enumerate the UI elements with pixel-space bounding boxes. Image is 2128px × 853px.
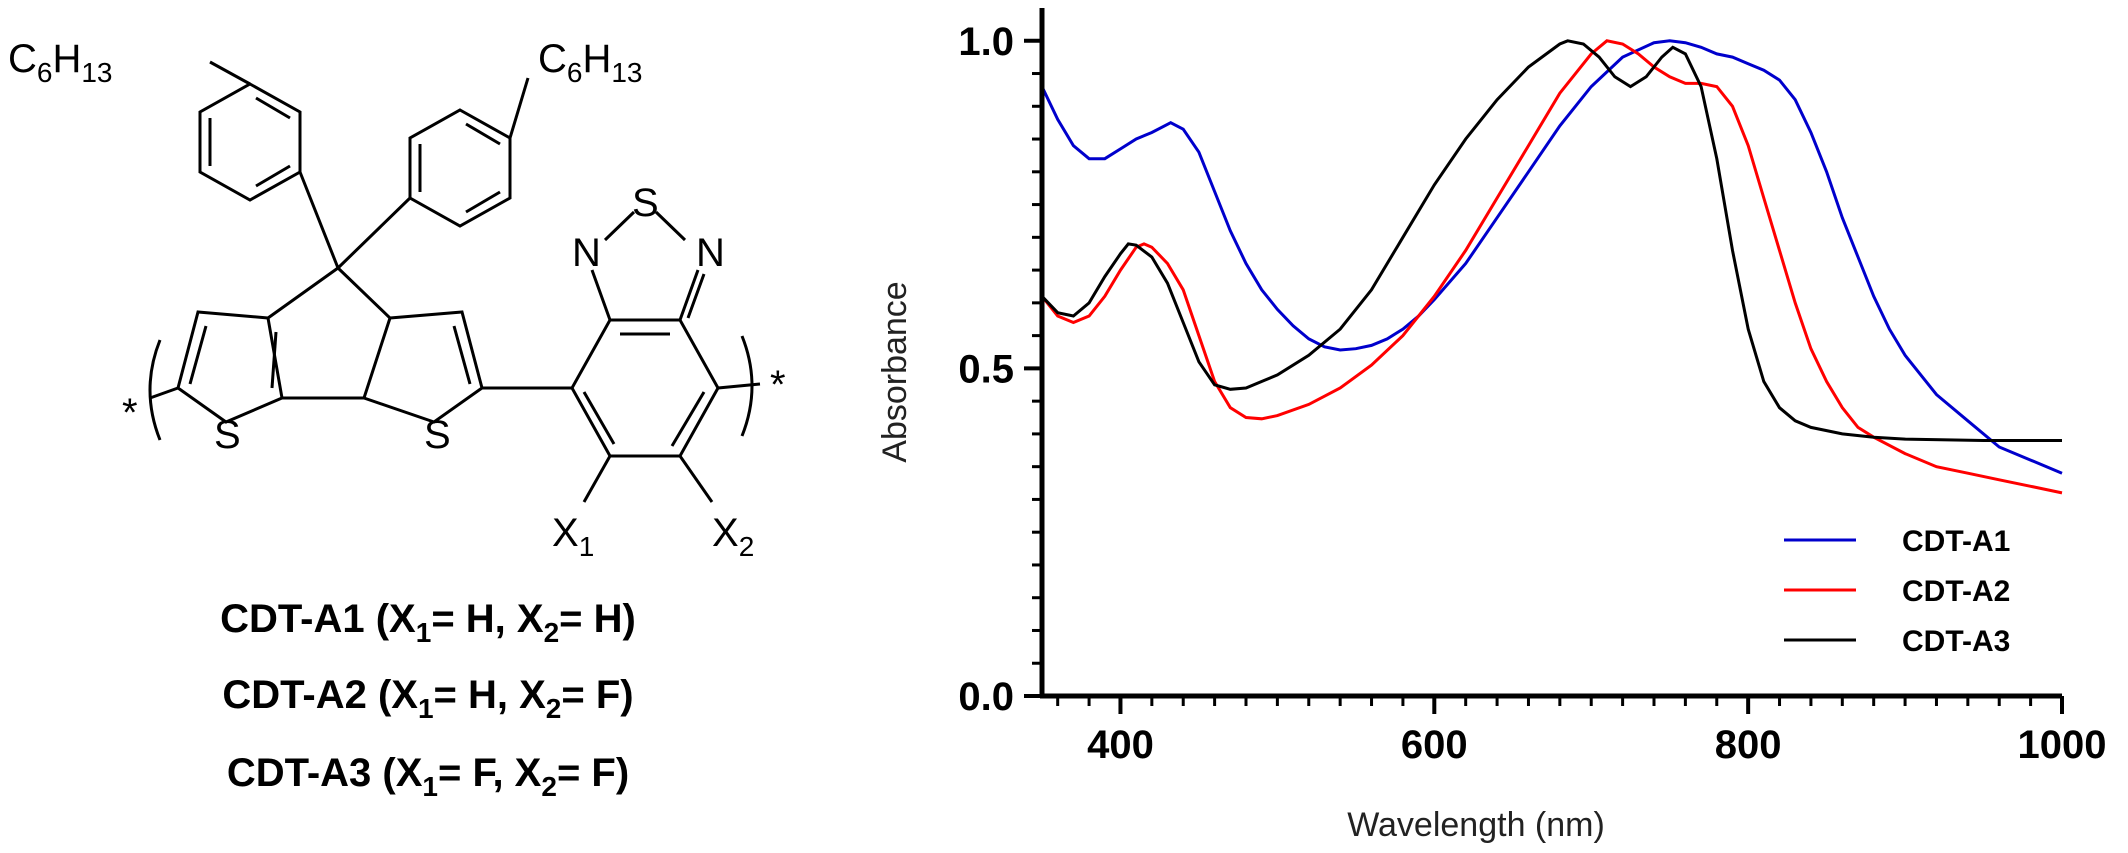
label-s-right: S	[424, 413, 451, 457]
y-tick-label: 0.5	[958, 347, 1014, 391]
compound-line-1: CDT-A1 (X1​= H, X2​= H)	[220, 597, 636, 648]
label-s-btd: S	[632, 181, 659, 225]
series-line-cdt-a1	[1040, 39, 2063, 475]
y-axis-label: Absorbance	[876, 281, 914, 462]
series-line-cdt-a2	[1040, 39, 2063, 495]
label-c6h13-right: C6​H13​	[538, 37, 643, 88]
label-x1: X1​	[552, 511, 594, 562]
legend-label: CDT-A3	[1902, 625, 2010, 658]
phenyl-ring-left	[198, 82, 302, 202]
benzo-ring	[570, 318, 720, 458]
axes-layer: 400 600 800 1000 0.0 0.5 1.0	[958, 8, 2106, 767]
x-axis-label: Wavelength (nm)	[1347, 806, 1605, 844]
x-tick-label: 800	[1715, 723, 1782, 767]
series-layer	[1040, 39, 2063, 495]
compound-line-3: CDT-A3 (X1​= F, X2​= F)	[227, 751, 629, 802]
label-s-left: S	[214, 413, 241, 457]
x-tick-label: 1000	[2018, 723, 2107, 767]
legend-label: CDT-A2	[1902, 575, 2010, 608]
legend-label: CDT-A1	[1902, 525, 2010, 558]
legend: CDT-A1 CDT-A2 CDT-A3	[1784, 525, 2010, 658]
label-n-right: N	[696, 231, 725, 275]
label-n-left: N	[572, 231, 601, 275]
chemical-structure	[148, 60, 761, 503]
end-group-left: *	[122, 391, 138, 435]
series-line-cdt-a3	[1040, 39, 2062, 442]
compound-list: CDT-A1 (X1​= H, X2​= H) CDT-A2 (X1​= H, …	[220, 597, 636, 802]
label-c6h13-left: C6​H13​	[8, 37, 113, 88]
phenyl-ring-right	[408, 108, 512, 228]
y-tick-label: 1.0	[958, 20, 1014, 64]
label-x2: X2​	[712, 511, 754, 562]
structure-labels: C6​H13​ C6​H13​ S S S N N * * X1​ X2​	[8, 37, 786, 562]
end-group-right: *	[770, 363, 786, 407]
y-tick-label: 0.0	[958, 675, 1014, 719]
x-tick-label: 400	[1087, 723, 1154, 767]
x-tick-label: 600	[1401, 723, 1468, 767]
compound-line-2: CDT-A2 (X1​= H, X2​= F)	[222, 673, 633, 724]
